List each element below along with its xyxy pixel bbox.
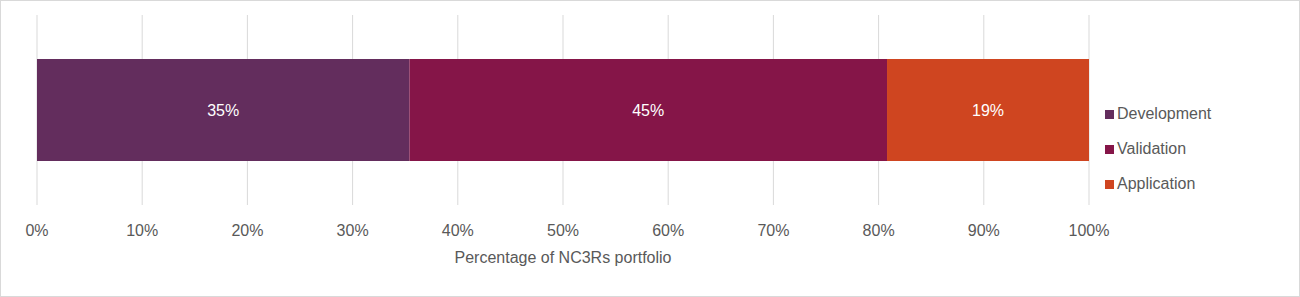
svg-text:100%: 100% (1069, 222, 1110, 239)
svg-text:80%: 80% (863, 222, 895, 239)
svg-text:19%: 19% (972, 102, 1004, 119)
html-text:Validation: Validation (1117, 140, 1187, 157)
html-text:Application: Application (1117, 175, 1196, 192)
svg-text:50%: 50% (547, 222, 579, 239)
svg-text:0%: 0% (25, 222, 48, 239)
html-text:Development: Development (1117, 105, 1212, 122)
svg-text:70%: 70% (757, 222, 789, 239)
svg-text:60%: 60% (652, 222, 684, 239)
svg-text:45%: 45% (632, 102, 664, 119)
svg-text:20%: 20% (231, 222, 263, 239)
svg-text:10%: 10% (126, 222, 158, 239)
svg-text:90%: 90% (968, 222, 1000, 239)
svg-text:40%: 40% (442, 222, 474, 239)
svg-text:35%: 35% (207, 102, 239, 119)
svg-text:30%: 30% (337, 222, 369, 239)
svg-text:Percentage of NC3Rs portfolio: Percentage of NC3Rs portfolio (455, 249, 672, 266)
